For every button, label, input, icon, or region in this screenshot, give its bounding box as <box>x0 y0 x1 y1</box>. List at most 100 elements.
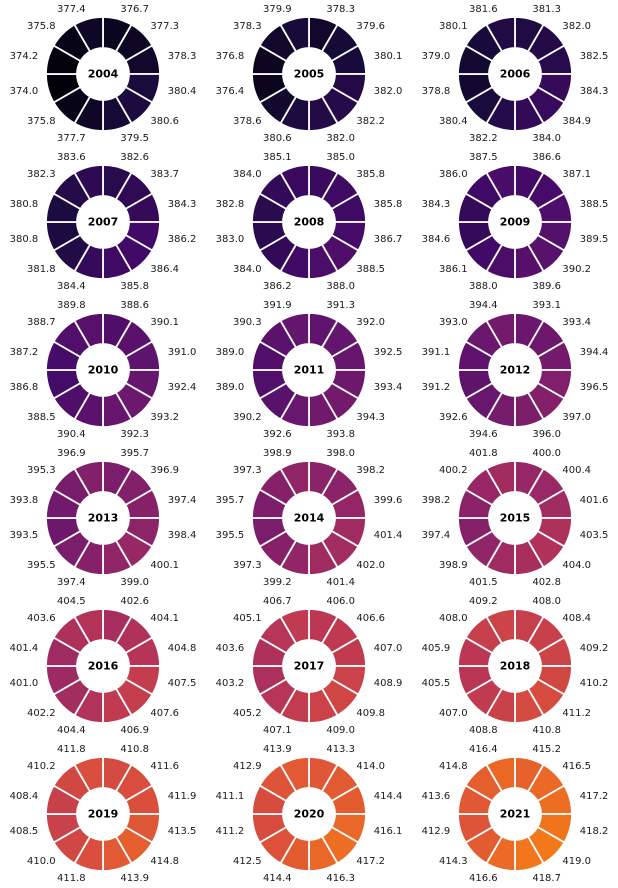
segment-value-label: 413.6 <box>422 791 451 802</box>
segment-value-label: 386.2 <box>263 281 292 292</box>
segment-value-label: 388.7 <box>27 317 56 328</box>
year-label: 2011 <box>294 364 325 377</box>
segment-value-label: 404.5 <box>57 596 86 607</box>
segment-value-label: 410.2 <box>580 678 609 689</box>
segment-value-label: 411.8 <box>57 744 86 755</box>
segment-value-label: 380.1 <box>439 21 468 32</box>
segment-value-label: 413.5 <box>168 826 197 837</box>
segment-value-label: 396.9 <box>150 465 179 476</box>
segment-value-label: 412.5 <box>233 856 262 867</box>
segment-value-label: 400.1 <box>150 560 179 571</box>
year-label: 2017 <box>294 660 325 673</box>
segment-value-label: 392.6 <box>439 412 468 423</box>
segment-value-label: 414.4 <box>374 791 403 802</box>
donut-chart-2013: 395.7 396.9 397.4 398.4 400.1 399.0 397.4 395.5… <box>0 444 206 592</box>
segment-value-label: 419.0 <box>562 856 591 867</box>
segment-value-label: 383.7 <box>150 169 179 180</box>
segment-value-label: 376.4 <box>216 86 245 97</box>
segment-value-label: 398.4 <box>168 530 197 541</box>
donut-chart-2007: 382.6 383.7 384.3 386.2 386.4 385.8 384.4 381.8… <box>0 148 206 296</box>
segment-value-label: 386.4 <box>150 264 179 275</box>
segment-value-label: 406.7 <box>263 596 292 607</box>
segment-value-label: 401.6 <box>580 495 609 506</box>
segment-value-label: 398.2 <box>356 465 385 476</box>
segment-value-label: 409.2 <box>469 596 498 607</box>
segment-value-label: 408.4 <box>562 613 591 624</box>
segment-value-label: 388.5 <box>27 412 56 423</box>
segment-value-label: 404.4 <box>57 725 86 736</box>
segment-value-label: 394.4 <box>580 347 609 358</box>
segment-value-label: 390.2 <box>233 412 262 423</box>
segment-value-label: 411.1 <box>216 791 245 802</box>
segment-value-label: 384.4 <box>57 281 86 292</box>
donut-chart-2004: 376.7 377.3 378.3 380.4 380.6 379.5 377.7 375.8… <box>0 0 206 148</box>
segment-value-label: 375.8 <box>27 116 56 127</box>
segment-value-label: 393.4 <box>562 317 591 328</box>
segment-value-label: 411.8 <box>57 873 86 884</box>
segment-value-label: 382.5 <box>580 51 609 62</box>
year-label: 2009 <box>500 216 531 229</box>
segment-value-label: 390.1 <box>150 317 179 328</box>
segment-value-label: 388.5 <box>580 199 609 210</box>
segment-value-label: 397.0 <box>562 412 591 423</box>
segment-value-label: 388.6 <box>120 300 149 311</box>
segment-value-label: 410.2 <box>27 761 56 772</box>
segment-value-label: 378.6 <box>233 116 262 127</box>
segment-value-label: 401.8 <box>469 448 498 459</box>
segment-value-label: 380.1 <box>374 51 403 62</box>
segment-value-label: 380.4 <box>439 116 468 127</box>
year-label: 2010 <box>88 364 119 377</box>
segment-value-label: 404.0 <box>562 560 591 571</box>
segment-value-label: 374.2 <box>10 51 39 62</box>
donut-segment <box>73 756 104 793</box>
year-label: 2007 <box>88 216 119 229</box>
donut-segment <box>485 756 516 793</box>
segment-value-label: 407.6 <box>150 708 179 719</box>
segment-value-label: 384.9 <box>562 116 591 127</box>
donut-svg: 378.3379.6380.1382.0382.2382.0380.6378.6… <box>216 4 403 144</box>
year-label: 2018 <box>500 660 531 673</box>
donut-segment <box>485 164 516 201</box>
segment-value-label: 407.5 <box>168 678 197 689</box>
segment-value-label: 408.9 <box>374 678 403 689</box>
segment-value-label: 408.0 <box>532 596 561 607</box>
segment-value-label: 396.0 <box>532 429 561 440</box>
segment-value-label: 390.3 <box>233 317 262 328</box>
segment-value-label: 398.2 <box>422 495 451 506</box>
segment-value-label: 391.9 <box>263 300 292 311</box>
segment-value-label: 394.4 <box>469 300 498 311</box>
segment-value-label: 397.4 <box>168 495 197 506</box>
year-label: 2012 <box>500 364 531 377</box>
donut-segment <box>279 312 310 349</box>
segment-value-label: 377.3 <box>150 21 179 32</box>
segment-value-label: 379.6 <box>356 21 385 32</box>
segment-value-label: 374.0 <box>10 86 39 97</box>
segment-value-label: 407.0 <box>374 643 403 654</box>
segment-value-label: 392.6 <box>263 429 292 440</box>
segment-value-label: 415.2 <box>532 744 561 755</box>
segment-value-label: 406.9 <box>120 725 149 736</box>
segment-value-label: 383.0 <box>216 234 245 245</box>
segment-value-label: 395.5 <box>27 560 56 571</box>
segment-value-label: 407.1 <box>263 725 292 736</box>
segment-value-label: 392.5 <box>374 347 403 358</box>
donut-svg: 395.7396.9397.4398.4400.1399.0397.4395.5… <box>10 448 197 588</box>
segment-value-label: 382.6 <box>120 152 149 163</box>
donut-chart-2005: 378.3 379.6 380.1 382.0 382.2 382.0 380.6 378.6… <box>206 0 412 148</box>
segment-value-label: 387.1 <box>562 169 591 180</box>
segment-value-label: 381.6 <box>469 4 498 15</box>
segment-value-label: 385.8 <box>374 199 403 210</box>
segment-value-label: 416.3 <box>326 873 355 884</box>
segment-value-label: 408.5 <box>10 826 39 837</box>
segment-value-label: 378.3 <box>168 51 197 62</box>
donut-segment <box>279 16 310 53</box>
segment-value-label: 389.8 <box>57 300 86 311</box>
segment-value-label: 397.3 <box>233 560 262 571</box>
segment-value-label: 400.4 <box>562 465 591 476</box>
segment-value-label: 405.1 <box>233 613 262 624</box>
donut-svg: 398.0398.2399.6401.4402.0401.4399.2397.3… <box>216 448 403 588</box>
segment-value-label: 388.0 <box>469 281 498 292</box>
